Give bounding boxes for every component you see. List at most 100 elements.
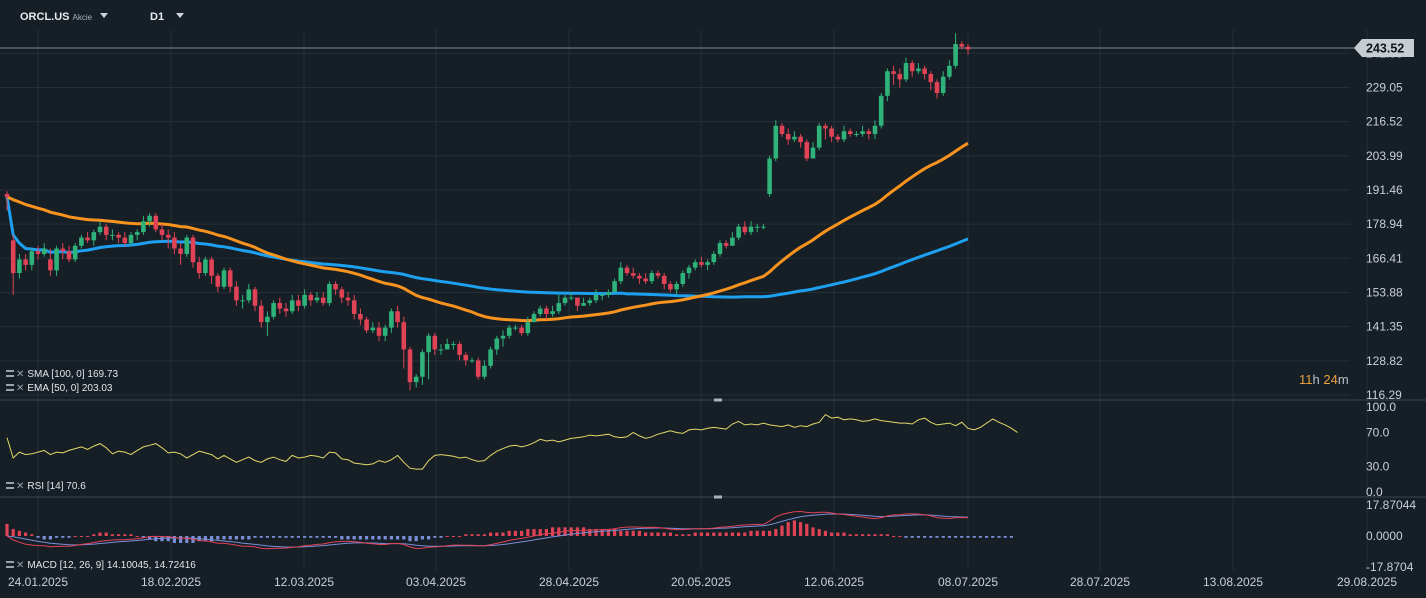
candle — [41, 243, 47, 257]
macd-histogram-bar — [885, 534, 889, 536]
macd-histogram-bar — [693, 532, 697, 537]
candle — [649, 270, 655, 284]
candle — [60, 243, 66, 260]
candle — [488, 346, 493, 369]
close-icon[interactable]: ✕ — [16, 369, 25, 380]
candle — [128, 232, 134, 246]
settings-icon[interactable] — [6, 384, 14, 391]
candle-body — [835, 136, 841, 140]
macd-histogram-bar — [985, 536, 989, 538]
candle — [587, 297, 593, 306]
candle — [531, 311, 537, 323]
candle — [612, 278, 617, 293]
candle-body — [376, 327, 382, 336]
candle — [575, 297, 580, 312]
candle-body — [333, 283, 338, 290]
candle-body — [289, 300, 295, 312]
candle-countdown: 11h 24m — [1299, 372, 1349, 387]
candle-body — [110, 234, 115, 236]
macd-histogram-bar — [309, 536, 313, 538]
macd-histogram-bar — [11, 529, 15, 537]
macd-histogram-bar — [997, 536, 1001, 538]
macd-histogram-bar — [786, 522, 790, 537]
macd-histogram-bar — [867, 534, 871, 536]
macd-histogram-bar — [464, 534, 468, 536]
candle-body — [909, 63, 915, 72]
candle-body — [364, 319, 369, 331]
macd-histogram-bar — [61, 536, 65, 538]
candle — [227, 267, 233, 293]
candle — [860, 125, 865, 137]
macd-histogram-bar — [575, 527, 579, 536]
candle — [54, 245, 59, 276]
macd-histogram-bar — [110, 534, 114, 536]
close-icon[interactable]: ✕ — [16, 560, 25, 571]
macd-histogram-bar — [470, 534, 474, 536]
rsi-label: RSI [14] 70.6 — [27, 481, 86, 492]
candle — [252, 286, 258, 312]
candle-body — [928, 73, 934, 83]
macd-histogram-bar — [117, 534, 121, 536]
macd-histogram-bar — [371, 536, 375, 540]
candle — [637, 273, 642, 284]
macd-histogram-bar — [315, 536, 319, 538]
candle-body — [227, 270, 233, 287]
candle — [754, 223, 760, 233]
macd-histogram-bar — [55, 536, 59, 538]
settings-icon[interactable] — [6, 482, 14, 489]
candle-body — [804, 142, 810, 159]
sma-legend: ✕ SMA [100, 0] 169.73 — [6, 369, 118, 380]
candle-body — [965, 46, 971, 50]
candle — [141, 215, 146, 235]
timeframe-selector[interactable]: D1 — [150, 11, 185, 23]
macd-histogram-bar — [210, 536, 214, 542]
close-icon[interactable]: ✕ — [16, 481, 25, 492]
candle — [407, 346, 413, 391]
macd-histogram-bar — [216, 536, 220, 540]
candle-body — [240, 300, 245, 302]
macd-histogram-bar — [513, 530, 517, 536]
macd-histogram-bar — [836, 532, 840, 537]
candle — [203, 256, 208, 276]
candle — [17, 253, 22, 279]
macd-histogram-bar — [966, 536, 970, 538]
macd-histogram-bar — [290, 536, 294, 538]
candle — [320, 292, 326, 306]
sma-line — [5, 196, 969, 299]
candle-body — [531, 313, 537, 323]
candle-body — [916, 68, 921, 72]
close-icon[interactable]: ✕ — [16, 383, 25, 394]
candle — [804, 139, 810, 162]
candle — [550, 305, 555, 317]
macd-histogram-bar — [433, 536, 437, 538]
last-price-tag — [1354, 39, 1414, 57]
symbol-type: Akcie — [72, 13, 93, 22]
candle-body — [581, 303, 586, 306]
candle — [810, 142, 816, 159]
candle-body — [494, 338, 500, 350]
candle — [147, 213, 152, 227]
settings-icon[interactable] — [6, 370, 14, 377]
candle-body — [754, 226, 760, 228]
candle-body — [97, 226, 103, 233]
symbol-selector[interactable]: ORCL.US Akcie — [20, 11, 109, 23]
candle — [773, 120, 779, 162]
candle — [748, 221, 754, 235]
macd-histogram-bar — [79, 536, 83, 538]
macd-histogram-bar — [352, 536, 356, 540]
settings-icon[interactable] — [6, 561, 14, 568]
date-axis-label: 03.04.2025 — [406, 575, 466, 589]
macd-histogram-bar — [687, 534, 691, 536]
candle-body — [215, 275, 221, 287]
candle — [798, 133, 803, 148]
candle-body — [296, 300, 301, 306]
macd-histogram-bar — [656, 532, 660, 537]
candle — [761, 223, 766, 230]
candle-body — [23, 259, 28, 265]
candle — [283, 303, 289, 317]
macd-histogram-bar — [730, 532, 734, 537]
candle-body — [637, 275, 642, 279]
price-axis-label: 229.05 — [1366, 80, 1403, 94]
candle-body — [525, 322, 531, 334]
